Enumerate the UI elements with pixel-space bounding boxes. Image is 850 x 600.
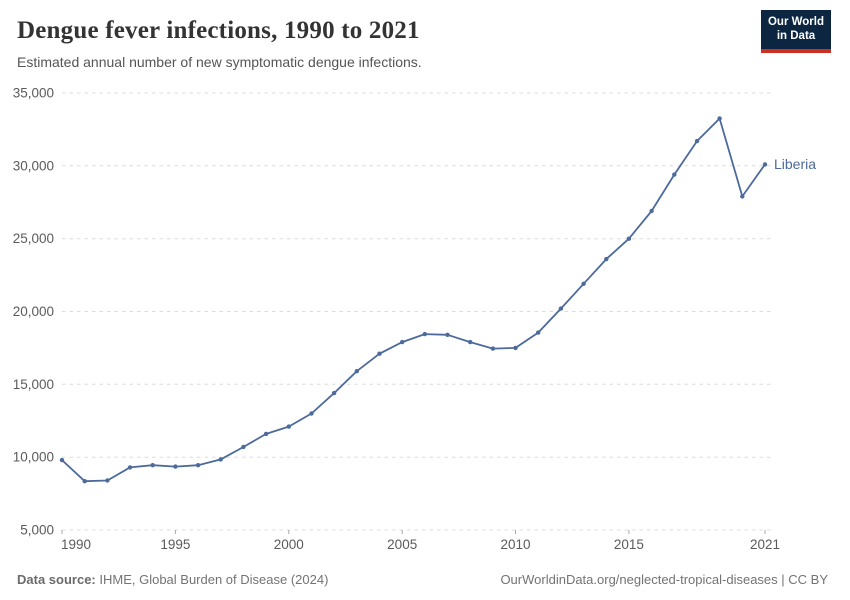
data-point[interactable] [331,390,337,396]
y-axis-tick-label: 20,000 [13,304,54,319]
y-axis-tick-label: 10,000 [13,450,54,465]
data-point[interactable] [218,457,223,462]
x-axis-tick-label: 2005 [387,537,417,552]
data-point[interactable] [150,463,155,468]
data-source-label: Data source: [17,572,96,587]
data-point[interactable] [173,464,178,469]
data-point[interactable] [445,332,450,337]
x-axis-tick-label: 2015 [614,537,644,552]
data-point[interactable] [740,194,745,199]
owid-logo-line2: in Data [776,29,816,42]
data-point[interactable] [286,424,291,429]
data-point[interactable] [694,138,700,144]
data-point[interactable] [263,431,269,437]
owid-logo[interactable]: Our World in Data [761,10,831,53]
data-point[interactable] [400,339,405,345]
x-axis-tick-label: 2000 [274,537,304,552]
page-title: Dengue fever infections, 1990 to 2021 [17,17,420,44]
y-axis-tick-label: 35,000 [13,86,54,101]
x-axis-tick-label: 1990 [61,537,91,552]
data-point[interactable] [762,162,768,167]
chart-subtitle: Estimated annual number of new symptomat… [17,54,422,71]
data-point[interactable] [127,465,133,470]
owid-logo-line1: Our World [767,16,824,28]
chart-footer: Data source: IHME, Global Burden of Dise… [17,572,828,587]
data-point[interactable] [241,444,246,450]
entity-label-liberia[interactable]: Liberia [774,156,816,172]
data-point[interactable] [422,331,427,337]
data-source: Data source: IHME, Global Burden of Dise… [17,572,328,587]
data-point[interactable] [468,339,473,345]
data-point[interactable] [604,256,609,262]
data-point[interactable] [626,236,632,241]
data-point[interactable] [558,306,564,311]
data-point[interactable] [377,351,382,356]
data-point[interactable] [649,208,654,214]
x-axis-tick-label: 1995 [160,537,190,552]
data-point[interactable] [82,479,87,484]
data-point[interactable] [536,330,541,335]
data-point[interactable] [354,369,359,374]
data-point[interactable] [195,463,201,468]
y-axis-tick-label: 30,000 [13,158,54,173]
data-point[interactable] [672,172,677,177]
data-line-liberia[interactable] [61,117,766,483]
x-axis-tick-label: 2010 [500,537,530,552]
license-link[interactable]: OurWorldinData.org/neglected-tropical-di… [500,572,828,587]
data-point[interactable] [59,457,65,463]
x-axis-tick-label: 2021 [750,537,780,552]
y-axis-tick-label: 15,000 [13,377,54,392]
y-axis-tick-label: 5,000 [20,523,54,538]
data-point[interactable] [490,346,496,351]
data-point[interactable] [581,281,586,286]
data-point[interactable] [513,345,518,351]
chart-header: Dengue fever infections, 1990 to 2021 Es… [0,0,850,70]
data-point[interactable] [105,478,110,483]
y-axis-tick-label: 25,000 [13,231,54,246]
data-point[interactable] [717,116,722,121]
data-source-text: IHME, Global Burden of Disease (2024) [95,572,329,587]
data-point[interactable] [309,411,314,416]
